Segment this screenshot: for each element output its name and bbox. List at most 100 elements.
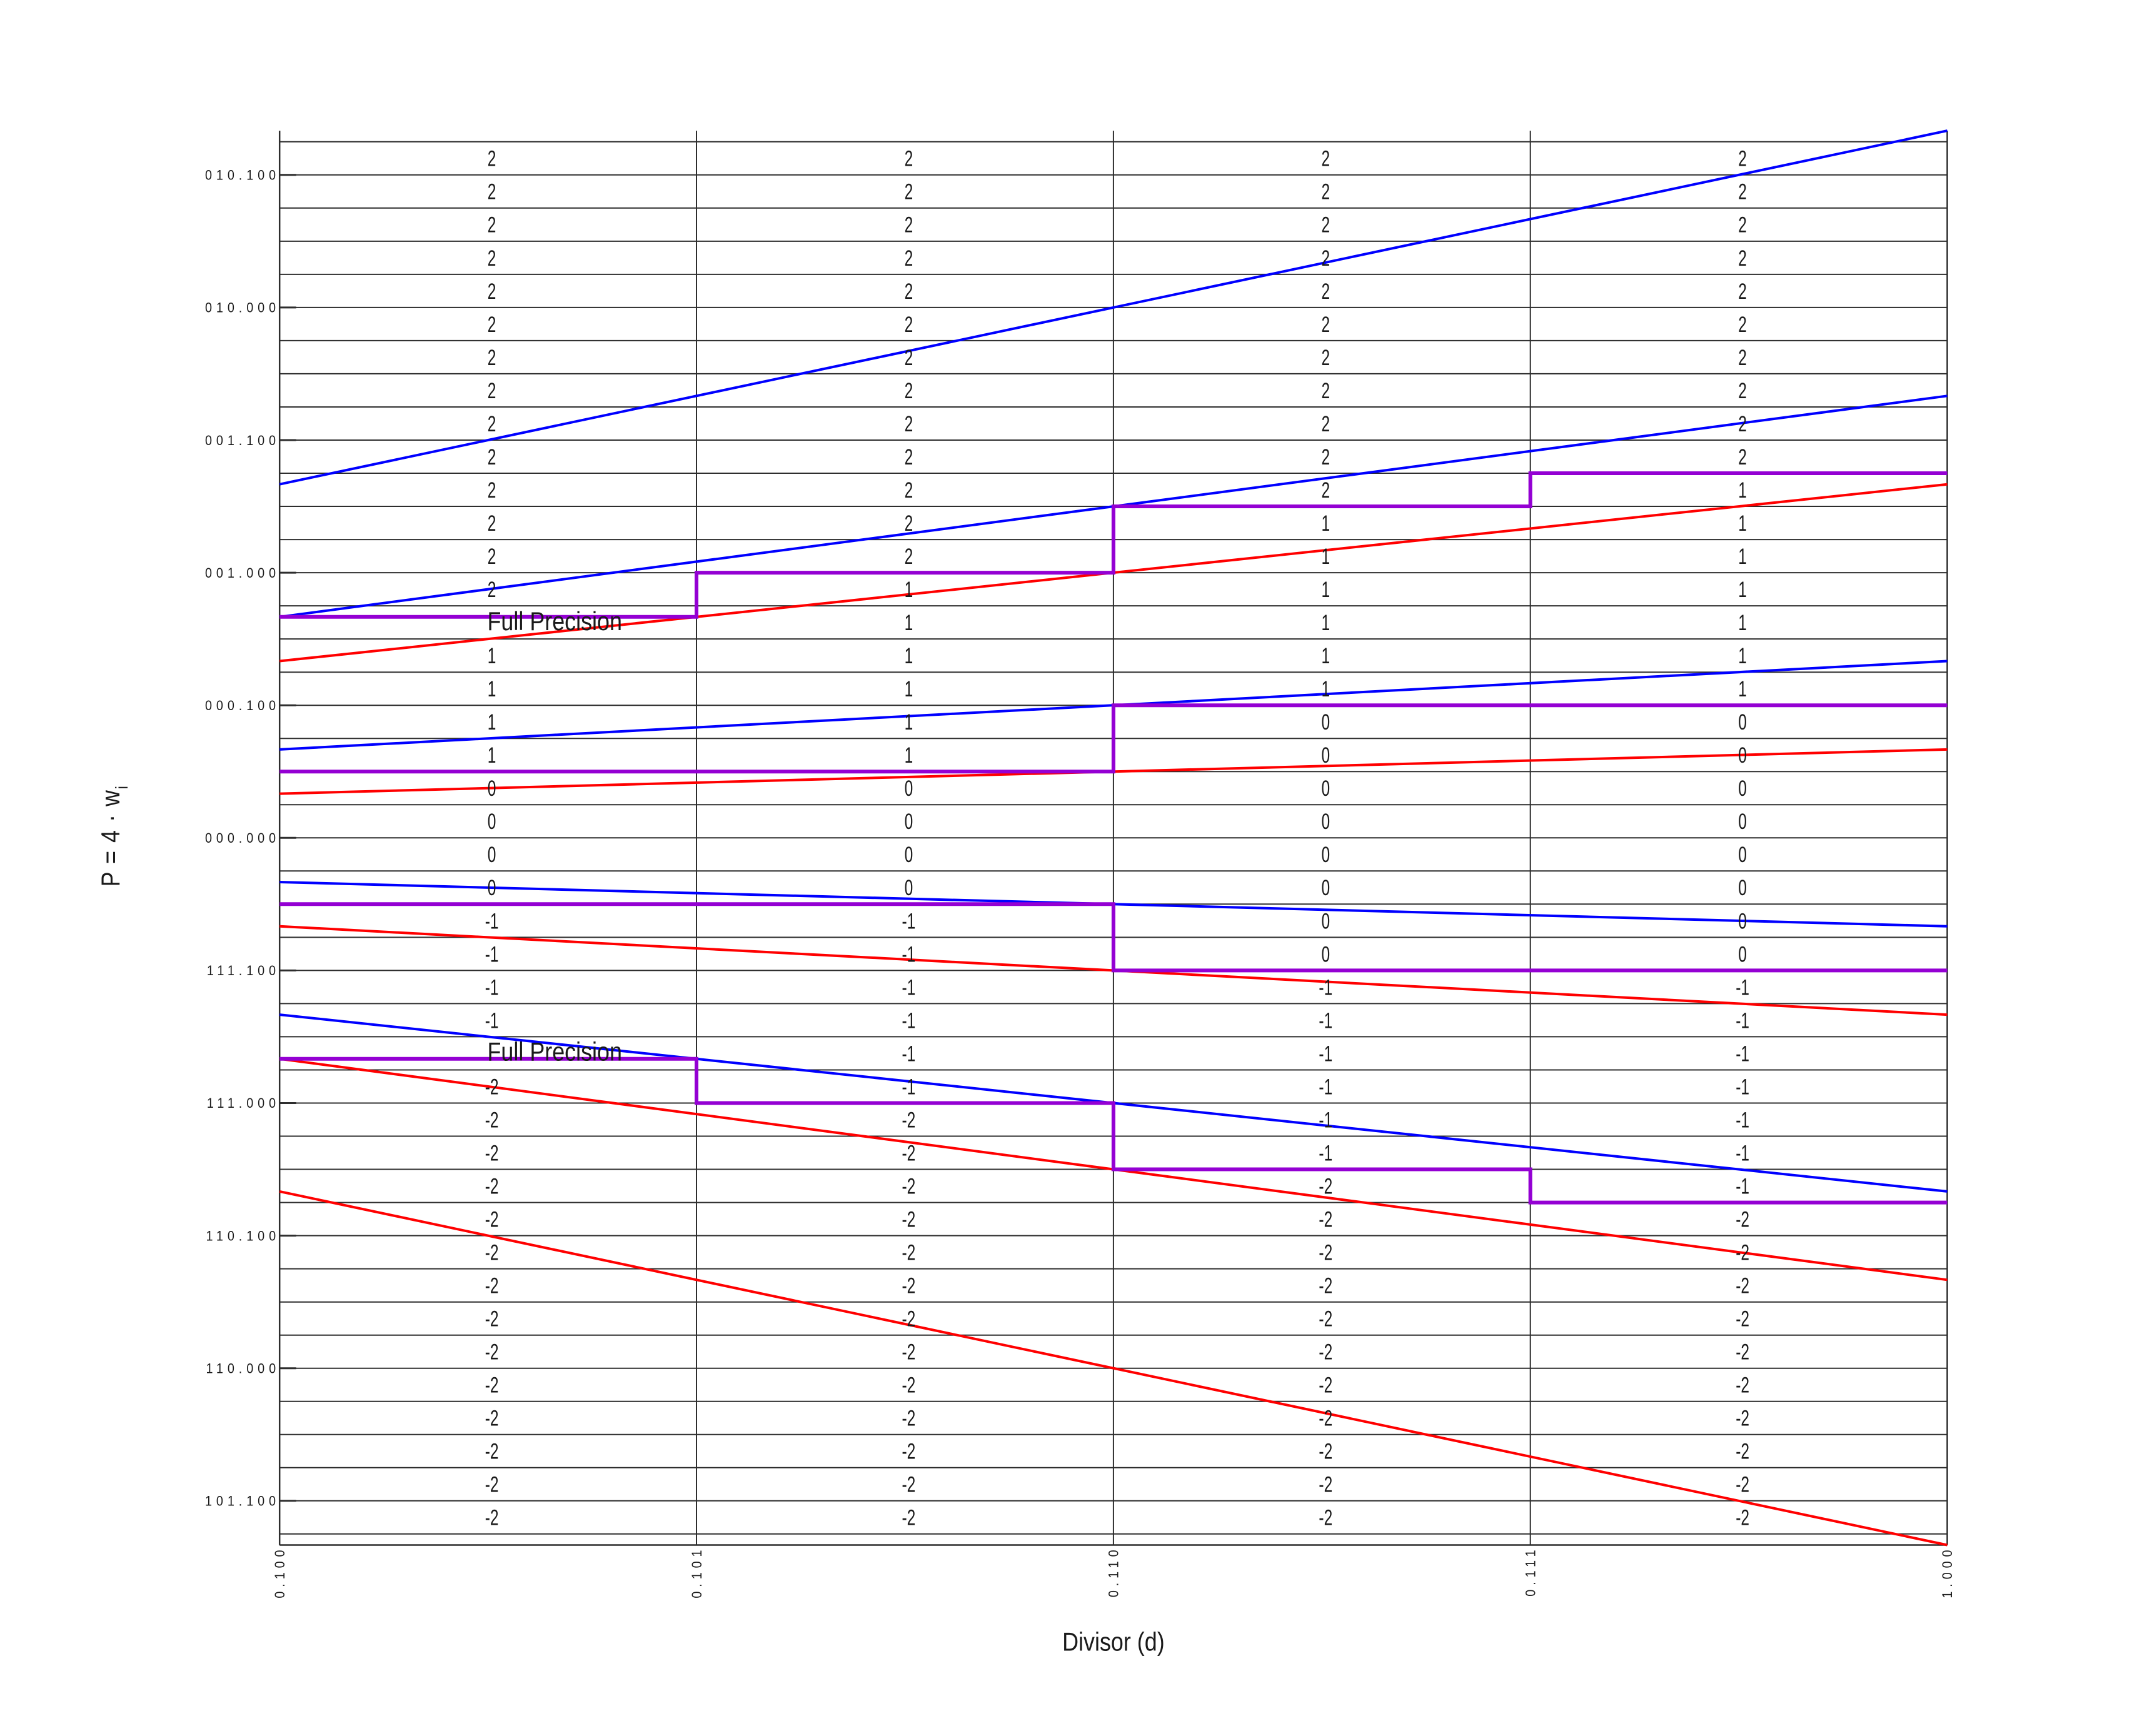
svg-text:-2: -2 <box>902 1407 916 1430</box>
svg-text:1: 1 <box>1321 611 1330 635</box>
svg-text:-2: -2 <box>485 1175 499 1198</box>
svg-text:-2: -2 <box>902 1175 916 1198</box>
svg-text:2: 2 <box>1321 148 1330 171</box>
svg-text:000.000: 000.000 <box>205 831 280 846</box>
svg-text:2: 2 <box>905 379 913 403</box>
svg-text:1: 1 <box>1738 479 1747 503</box>
svg-text:1: 1 <box>1738 678 1747 701</box>
svg-text:-1: -1 <box>902 1075 916 1099</box>
svg-text:2: 2 <box>1321 346 1330 370</box>
svg-text:0: 0 <box>1321 777 1330 801</box>
svg-text:0: 0 <box>905 843 913 867</box>
svg-text:2: 2 <box>1738 413 1747 436</box>
svg-text:-1: -1 <box>1736 1141 1749 1165</box>
svg-text:-1: -1 <box>1736 1075 1749 1099</box>
svg-text:110.100: 110.100 <box>206 1228 280 1243</box>
svg-text:-2: -2 <box>1736 1507 1749 1530</box>
svg-text:-1: -1 <box>902 1009 916 1033</box>
svg-text:-1: -1 <box>902 910 916 933</box>
svg-text:Full Precision: Full Precision <box>488 607 622 636</box>
svg-text:0: 0 <box>1321 810 1330 834</box>
svg-text:-2: -2 <box>485 1407 499 1430</box>
svg-text:2: 2 <box>1321 379 1330 403</box>
svg-text:2: 2 <box>488 346 496 370</box>
svg-text:-2: -2 <box>485 1440 499 1464</box>
svg-text:-2: -2 <box>902 1373 916 1397</box>
svg-text:-1: -1 <box>1736 1042 1749 1066</box>
svg-text:-1: -1 <box>902 976 916 1000</box>
svg-text:-2: -2 <box>485 1108 499 1132</box>
svg-text:-2: -2 <box>1736 1274 1749 1298</box>
svg-text:-2: -2 <box>902 1274 916 1298</box>
svg-text:-2: -2 <box>902 1473 916 1497</box>
svg-text:0: 0 <box>1738 777 1747 801</box>
svg-text:0.101: 0.101 <box>690 1546 705 1598</box>
svg-text:-2: -2 <box>1736 1473 1749 1497</box>
svg-text:2: 2 <box>488 181 496 204</box>
svg-text:-2: -2 <box>1319 1373 1332 1397</box>
svg-text:1: 1 <box>1738 545 1747 569</box>
svg-text:2: 2 <box>905 247 913 271</box>
svg-text:-2: -2 <box>1736 1241 1749 1265</box>
svg-text:-2: -2 <box>485 1340 499 1364</box>
svg-text:000.100: 000.100 <box>205 698 280 713</box>
svg-text:0: 0 <box>905 777 913 801</box>
svg-text:1: 1 <box>1321 678 1330 701</box>
svg-text:0: 0 <box>1738 843 1747 867</box>
svg-text:2: 2 <box>905 313 913 337</box>
svg-text:0: 0 <box>1738 744 1747 768</box>
svg-text:-2: -2 <box>902 1507 916 1530</box>
svg-text:-2: -2 <box>1319 1407 1332 1430</box>
svg-text:-1: -1 <box>902 943 916 966</box>
svg-text:Full Precision: Full Precision <box>488 1038 622 1066</box>
svg-text:-2: -2 <box>485 1075 499 1099</box>
svg-text:2: 2 <box>905 346 913 370</box>
svg-text:1: 1 <box>1738 645 1747 668</box>
svg-text:1: 1 <box>905 645 913 668</box>
svg-text:2: 2 <box>1738 181 1747 204</box>
svg-text:2: 2 <box>905 214 913 238</box>
svg-text:111.100: 111.100 <box>207 963 280 978</box>
svg-text:2: 2 <box>1321 479 1330 503</box>
svg-text:2: 2 <box>1738 280 1747 304</box>
svg-text:111.000: 111.000 <box>207 1096 280 1111</box>
svg-text:-1: -1 <box>1736 1108 1749 1132</box>
svg-text:-2: -2 <box>485 1208 499 1232</box>
svg-text:-2: -2 <box>1319 1473 1332 1497</box>
svg-text:1: 1 <box>1321 645 1330 668</box>
svg-text:1: 1 <box>1738 611 1747 635</box>
svg-text:010.100: 010.100 <box>205 168 280 183</box>
svg-text:0: 0 <box>1321 910 1330 933</box>
svg-text:2: 2 <box>1321 247 1330 271</box>
svg-text:001.100: 001.100 <box>205 433 280 448</box>
svg-text:2: 2 <box>1321 214 1330 238</box>
svg-text:2: 2 <box>1738 379 1747 403</box>
svg-text:-2: -2 <box>1319 1307 1332 1331</box>
svg-text:2: 2 <box>1321 446 1330 469</box>
svg-text:-2: -2 <box>1319 1440 1332 1464</box>
svg-text:-1: -1 <box>1319 1108 1332 1132</box>
svg-text:1: 1 <box>1738 578 1747 602</box>
svg-text:-2: -2 <box>485 1507 499 1530</box>
svg-text:0: 0 <box>488 777 496 801</box>
svg-text:0: 0 <box>1738 943 1747 966</box>
svg-text:0: 0 <box>1738 711 1747 735</box>
svg-text:0.111: 0.111 <box>1523 1546 1538 1597</box>
svg-text:-2: -2 <box>1736 1208 1749 1232</box>
svg-text:010.000: 010.000 <box>205 301 280 316</box>
svg-text:-2: -2 <box>1736 1340 1749 1364</box>
svg-text:-1: -1 <box>1319 1042 1332 1066</box>
svg-text:-2: -2 <box>1736 1373 1749 1397</box>
svg-text:2: 2 <box>488 280 496 304</box>
svg-text:-2: -2 <box>902 1108 916 1132</box>
svg-text:0.100: 0.100 <box>273 1546 288 1598</box>
svg-text:-2: -2 <box>485 1274 499 1298</box>
svg-text:0: 0 <box>905 876 913 900</box>
svg-text:0: 0 <box>1321 843 1330 867</box>
svg-text:2: 2 <box>1321 413 1330 436</box>
svg-text:0: 0 <box>488 876 496 900</box>
svg-text:2: 2 <box>488 446 496 469</box>
svg-text:001.000: 001.000 <box>205 566 280 581</box>
svg-text:-1: -1 <box>1319 976 1332 1000</box>
svg-text:-1: -1 <box>485 1009 499 1033</box>
